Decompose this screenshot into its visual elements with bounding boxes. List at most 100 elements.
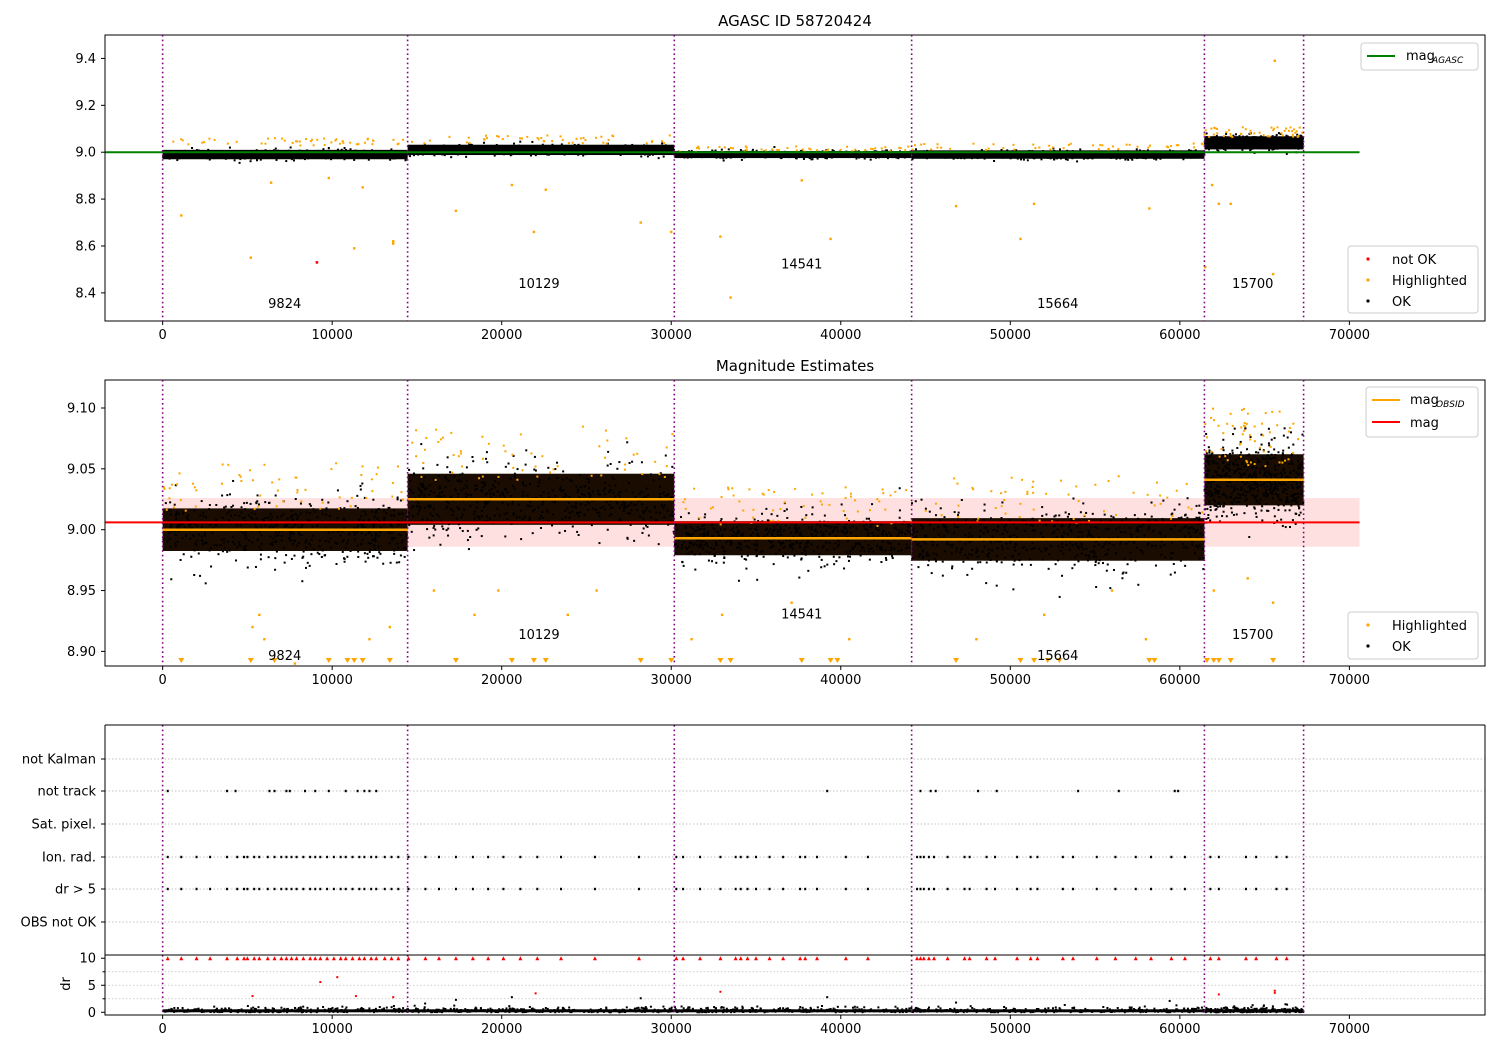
ok-point xyxy=(680,153,683,156)
ok-point xyxy=(1112,543,1115,546)
ok-point xyxy=(1264,466,1267,469)
highlighted-point xyxy=(275,505,278,508)
ok-point xyxy=(403,547,406,550)
ok-point xyxy=(421,485,424,488)
ok-point xyxy=(445,478,448,481)
ok-point xyxy=(1123,557,1126,560)
highlighted-point xyxy=(411,140,414,143)
highlighted-point xyxy=(371,143,374,146)
ok-point xyxy=(596,511,599,514)
ok-point xyxy=(771,532,774,535)
ok-point xyxy=(408,487,411,490)
highlighted-outlier-point xyxy=(1273,59,1276,62)
ok-point xyxy=(729,538,732,541)
ok-point xyxy=(754,528,757,531)
ok-point xyxy=(476,515,479,518)
ok-point xyxy=(282,546,285,549)
ok-point xyxy=(524,515,527,518)
ok-point xyxy=(217,153,220,156)
ok-point xyxy=(242,154,245,157)
ok-point xyxy=(261,518,264,521)
ok-point xyxy=(339,534,342,537)
ok-point xyxy=(177,512,180,515)
ok-point xyxy=(1020,563,1023,566)
ok-point xyxy=(1119,542,1122,545)
ok-point xyxy=(727,154,730,157)
ok-point xyxy=(784,552,787,555)
ok-point xyxy=(1241,462,1244,465)
ok-point xyxy=(1244,135,1247,138)
ok-point xyxy=(997,154,1000,157)
ok-point xyxy=(983,509,986,512)
ok-point xyxy=(971,548,974,551)
highlighted-point xyxy=(605,429,608,432)
ok-point xyxy=(1103,543,1106,546)
ok-point xyxy=(1241,137,1244,140)
ok-point xyxy=(480,535,483,538)
ok-point xyxy=(916,530,919,533)
ok-point xyxy=(1230,143,1233,146)
ok-point xyxy=(1232,143,1235,146)
ok-point xyxy=(719,156,722,159)
ok-point xyxy=(1112,516,1115,519)
ok-point xyxy=(1223,474,1226,477)
ok-point xyxy=(415,499,418,502)
highlighted-point xyxy=(820,503,823,506)
ok-point xyxy=(662,506,665,509)
ok-point xyxy=(1079,154,1082,157)
ok-point xyxy=(1086,559,1089,562)
ok-point xyxy=(1001,545,1004,548)
ok-point xyxy=(177,524,180,527)
ok-point xyxy=(173,503,176,506)
ok-point xyxy=(376,556,379,559)
ok-point xyxy=(619,491,622,494)
ok-point xyxy=(1186,497,1189,500)
ok-point xyxy=(378,519,381,522)
ok-point xyxy=(1223,148,1226,151)
ok-point xyxy=(539,478,542,481)
ok-point xyxy=(1266,485,1269,488)
ok-point xyxy=(398,533,401,536)
ok-point xyxy=(675,551,678,554)
ok-point xyxy=(562,470,565,473)
ok-point xyxy=(1211,137,1214,140)
ok-point xyxy=(941,154,944,157)
ok-point xyxy=(822,154,825,157)
ok-point xyxy=(1285,499,1288,502)
highlighted-point xyxy=(227,463,230,466)
ok-point xyxy=(1267,141,1270,144)
ok-point xyxy=(920,524,923,527)
ok-point xyxy=(722,550,725,553)
ok-point xyxy=(1227,142,1230,145)
highlighted-point xyxy=(878,500,881,503)
ok-point xyxy=(1296,144,1299,147)
ok-point xyxy=(408,468,411,471)
ok-point xyxy=(396,498,399,501)
ok-point xyxy=(1276,473,1279,476)
ok-point xyxy=(273,149,276,152)
legend-not-ok-label: not OK xyxy=(1392,253,1437,268)
ok-point xyxy=(1061,546,1064,549)
highlighted-point xyxy=(720,496,723,499)
ok-point xyxy=(234,155,237,158)
ok-point xyxy=(1146,149,1149,152)
ok-point xyxy=(1282,145,1285,148)
ok-point xyxy=(294,153,297,156)
ok-point xyxy=(929,154,932,157)
ok-point xyxy=(229,155,232,158)
ok-point xyxy=(837,543,840,546)
ok-point xyxy=(610,513,613,516)
ok-point xyxy=(1190,540,1193,543)
ok-point xyxy=(629,146,632,149)
ok-point xyxy=(1171,150,1174,153)
ok-point xyxy=(442,527,445,530)
ok-point xyxy=(174,545,177,548)
highlighted-point xyxy=(870,147,873,150)
highlighted-point xyxy=(930,148,933,151)
highlighted-point xyxy=(1185,482,1188,485)
ok-point xyxy=(409,149,412,152)
ok-point xyxy=(480,515,483,518)
ok-point xyxy=(721,533,724,536)
ok-point xyxy=(294,523,297,526)
ok-point xyxy=(561,478,564,481)
